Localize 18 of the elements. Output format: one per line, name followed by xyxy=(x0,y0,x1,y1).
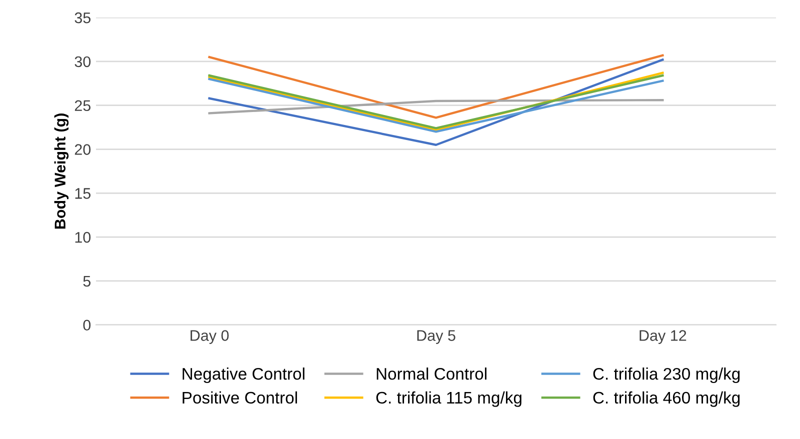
legend-label: Normal Control xyxy=(376,368,486,380)
legend-label: C. trifolia 230 mg/kg xyxy=(593,368,740,384)
y-tick-label: 25 xyxy=(74,100,90,112)
y-tick-label: 10 xyxy=(75,232,91,243)
y-tick-label: 30 xyxy=(74,56,91,68)
x-tick-label: Day 12 xyxy=(640,330,686,344)
y-tick-label: 35 xyxy=(74,12,90,24)
x-tick-label: Day 0 xyxy=(190,330,229,344)
legend-label: C. trifolia 115 mg/kg xyxy=(376,391,522,407)
y-tick-label: 0 xyxy=(83,320,91,331)
x-tick-label: Day 5 xyxy=(417,330,456,344)
legend-label: C. trifolia 460 mg/kg xyxy=(593,391,740,407)
y-tick-label: 5 xyxy=(83,276,90,287)
y-axis-title: Body Weight (g) xyxy=(54,114,69,229)
legend-label: Negative Control xyxy=(182,368,304,384)
y-tick-label: 20 xyxy=(74,144,91,155)
y-tick-label: 15 xyxy=(75,188,90,199)
legend-label: Positive Control xyxy=(182,391,297,404)
